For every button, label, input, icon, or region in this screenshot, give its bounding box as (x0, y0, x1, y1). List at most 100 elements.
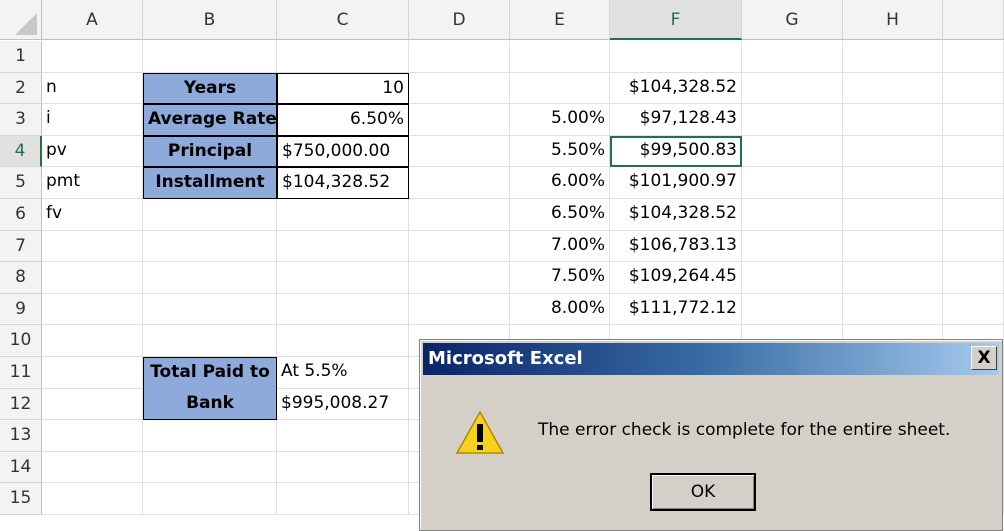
row-header-12[interactable]: 12 (0, 388, 42, 421)
column-header-A[interactable]: A (42, 0, 143, 40)
cell-C6[interactable] (277, 199, 409, 231)
column-header-B[interactable]: B (143, 0, 277, 40)
cell-E9[interactable]: 8.00% (510, 293, 610, 326)
cell-I6[interactable] (943, 199, 1004, 231)
cell-D4[interactable] (409, 135, 510, 168)
cell-A10[interactable] (42, 325, 143, 357)
cell-D5[interactable] (409, 167, 510, 199)
close-button[interactable]: X (971, 346, 997, 370)
cell-B9[interactable] (143, 293, 277, 326)
cell-F2[interactable]: $104,328.52 (610, 72, 742, 105)
cell-D6[interactable] (409, 199, 510, 231)
cell-E2[interactable] (510, 72, 610, 105)
cell-B8[interactable] (143, 262, 277, 294)
row-header-2[interactable]: 2 (0, 72, 42, 105)
column-header-E[interactable]: E (510, 0, 610, 40)
column-header-C[interactable]: C (277, 0, 409, 40)
cell-B14[interactable] (143, 451, 277, 484)
cell-E8[interactable]: 7.50% (510, 262, 610, 294)
row-header-11[interactable]: 11 (0, 357, 42, 389)
column-header-partial[interactable] (943, 0, 1004, 40)
cell-C13[interactable] (277, 420, 409, 452)
cell-B7[interactable] (143, 230, 277, 263)
cell-C15[interactable] (277, 483, 409, 515)
cell-H2[interactable] (843, 72, 943, 105)
dialog-titlebar[interactable]: Microsoft Excel (423, 343, 999, 375)
row-header-9[interactable]: 9 (0, 293, 42, 326)
cell-E1[interactable] (510, 41, 610, 73)
cell-A11[interactable] (42, 357, 143, 389)
cell-D7[interactable] (409, 230, 510, 263)
cell-B13[interactable] (143, 420, 277, 452)
cell-A9[interactable] (42, 293, 143, 326)
cell-E4[interactable]: 5.50% (510, 135, 610, 168)
cell-G1[interactable] (742, 41, 843, 73)
cell-I7[interactable] (943, 230, 1004, 263)
cell-C11[interactable]: At 5.5% (277, 357, 409, 389)
cell-C12[interactable]: $995,008.27 (277, 388, 409, 421)
cell-C1[interactable] (277, 41, 409, 73)
cell-F3[interactable]: $97,128.43 (610, 104, 742, 136)
cell-A7[interactable] (42, 230, 143, 263)
cell-I9[interactable] (943, 293, 1004, 326)
cell-G7[interactable] (742, 230, 843, 263)
cell-A2[interactable]: n (42, 72, 143, 105)
cell-B10[interactable] (143, 325, 277, 357)
cell-B11[interactable]: Total Paid to (143, 357, 277, 389)
cell-B5[interactable]: Installment (143, 167, 277, 199)
cell-F7[interactable]: $106,783.13 (610, 230, 742, 263)
cell-D8[interactable] (409, 262, 510, 294)
cell-H4[interactable] (843, 135, 943, 168)
cell-A3[interactable]: i (42, 104, 143, 136)
cell-B4[interactable]: Principal (143, 135, 277, 168)
row-header-6[interactable]: 6 (0, 199, 42, 231)
cell-G6[interactable] (742, 199, 843, 231)
cell-I3[interactable] (943, 104, 1004, 136)
cell-I1[interactable] (943, 41, 1004, 73)
cell-A6[interactable]: fv (42, 199, 143, 231)
cell-A1[interactable] (42, 41, 143, 73)
row-header-15[interactable]: 15 (0, 483, 42, 515)
row-header-8[interactable]: 8 (0, 262, 42, 294)
cell-E5[interactable]: 6.00% (510, 167, 610, 199)
cell-C8[interactable] (277, 262, 409, 294)
cell-B1[interactable] (143, 41, 277, 73)
cell-I2[interactable] (943, 72, 1004, 105)
cell-F8[interactable]: $109,264.45 (610, 262, 742, 294)
column-header-H[interactable]: H (843, 0, 943, 40)
column-header-G[interactable]: G (742, 0, 843, 40)
cell-F9[interactable]: $111,772.12 (610, 293, 742, 326)
cell-C5[interactable]: $104,328.52 (277, 167, 409, 199)
cell-B3[interactable]: Average Rate (143, 104, 277, 136)
cell-H7[interactable] (843, 230, 943, 263)
cell-C2[interactable]: 10 (277, 72, 409, 105)
column-header-D[interactable]: D (409, 0, 510, 40)
column-header-F[interactable]: F (610, 0, 742, 40)
cell-G5[interactable] (742, 167, 843, 199)
cell-C14[interactable] (277, 451, 409, 484)
cell-C7[interactable] (277, 230, 409, 263)
row-header-7[interactable]: 7 (0, 230, 42, 263)
row-header-14[interactable]: 14 (0, 451, 42, 484)
cell-F4[interactable]: $99,500.83 (610, 135, 742, 168)
cell-A12[interactable] (42, 388, 143, 421)
cell-C3[interactable]: 6.50% (277, 104, 409, 136)
cell-G2[interactable] (742, 72, 843, 105)
cell-H3[interactable] (843, 104, 943, 136)
cell-G8[interactable] (742, 262, 843, 294)
select-all-button[interactable] (0, 0, 42, 40)
row-header-3[interactable]: 3 (0, 104, 42, 136)
row-header-5[interactable]: 5 (0, 167, 42, 199)
cell-A15[interactable] (42, 483, 143, 515)
cell-F6[interactable]: $104,328.52 (610, 199, 742, 231)
cell-F5[interactable]: $101,900.97 (610, 167, 742, 199)
cell-C10[interactable] (277, 325, 409, 357)
cell-G9[interactable] (742, 293, 843, 326)
cell-B6[interactable] (143, 199, 277, 231)
row-header-13[interactable]: 13 (0, 420, 42, 452)
cell-D2[interactable] (409, 72, 510, 105)
cell-H5[interactable] (843, 167, 943, 199)
cell-I8[interactable] (943, 262, 1004, 294)
cell-G3[interactable] (742, 104, 843, 136)
cell-B2[interactable]: Years (143, 72, 277, 105)
